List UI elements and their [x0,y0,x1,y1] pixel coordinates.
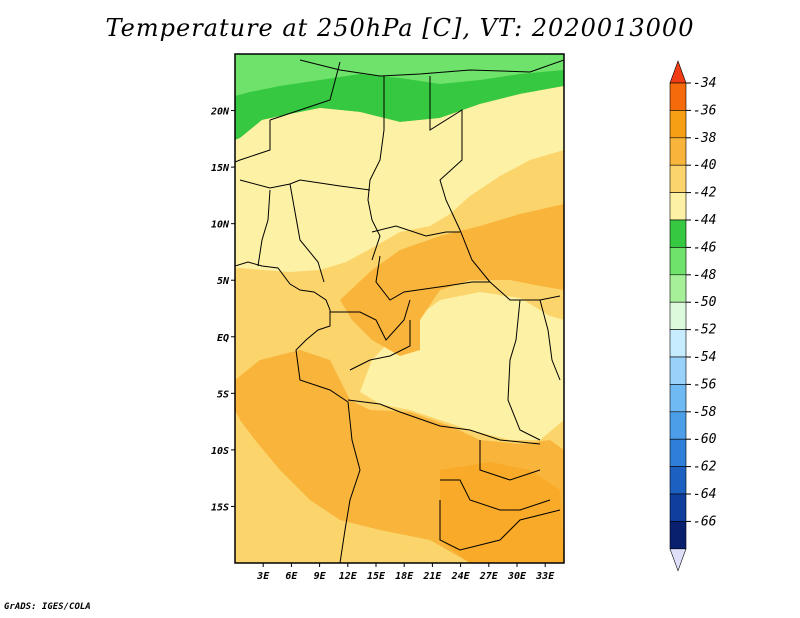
field-minus38-south [440,462,564,563]
lon-tick-label: 3E [256,571,270,582]
colorbar-label: -44 [693,213,716,228]
colorbar-swatch [669,192,687,221]
colorbar-label: -66 [693,514,717,529]
colorbar-label: -36 [693,103,717,118]
colorbar-label: -46 [693,240,717,255]
colorbar-swatch [669,274,687,303]
colorbar-label: -34 [693,76,716,91]
colorbar-swatch [669,329,687,358]
lat-tick-label: 5S [217,389,229,400]
colorbar-swatch [669,466,687,495]
colorbar-swatch [669,356,687,385]
colorbar-swatch [669,110,687,139]
lat-tick-label: 15S [211,502,229,513]
colorbar-label: -56 [693,377,717,392]
colorbar: -34 -36 -38 -40 -42 -44 -46 -48 -50 -52 -54 -56 -58 -… [669,60,717,572]
colorbar-label: -48 [693,268,717,283]
colorbar-swatch [669,247,687,276]
colorbar-label: -38 [693,131,717,146]
lon-tick-label: 33E [535,571,555,582]
colorbar-swatch [669,521,687,550]
colorbar-bottom-triangle [669,548,687,572]
colorbar-label: -58 [693,405,717,420]
latitude-axis: 20N 15N 10N 5N EQ 5S 10S 15S [210,107,235,513]
lon-tick-label: 18E [395,571,414,582]
colorbar-label: -40 [693,158,717,173]
lon-tick-label: 21E [422,571,442,582]
lon-tick-label: 27E [479,571,499,582]
colorbar-label: -60 [693,432,717,447]
colorbar-label: -64 [693,487,716,502]
colorbar-swatch [669,438,687,467]
map-title: Temperature at 250hPa [C], VT: 202001300… [105,14,695,42]
lat-tick-label: 20N [210,107,230,118]
colorbar-swatch [669,219,687,248]
colorbar-swatch [669,137,687,166]
longitude-axis: 3E 6E 9E 12E 15E 18E 21E 24E 27E 30E 33E [256,563,555,582]
lon-tick-label: 9E [314,571,327,582]
lon-tick-label: 24E [451,571,471,582]
field-minus38-central [340,204,564,356]
lat-tick-label: 10N [211,220,230,231]
colorbar-swatch [669,82,687,111]
colorbar-swatch [669,411,687,440]
colorbar-label: -54 [693,350,716,365]
colorbar-swatch [669,164,687,193]
colorbar-top-triangle [669,60,687,84]
colorbar-label: -42 [693,186,717,201]
country-borders [235,59,564,563]
colorbar-swatch [669,301,687,330]
lat-tick-label: EQ [217,333,229,344]
lat-tick-label: 10S [211,446,229,457]
map-frame [234,53,565,564]
lat-tick-label: 5N [217,276,230,287]
colorbar-label: -62 [693,460,717,475]
field-minus42-north [235,86,564,272]
colorbar-label: -50 [693,295,717,310]
field-minus40-south [235,520,470,563]
lon-tick-label: 15E [367,571,386,582]
colorbar-swatch [669,384,687,413]
colorbar-label: -52 [693,323,717,338]
colorbar-swatch [669,493,687,522]
lon-tick-label: 12E [339,571,358,582]
lon-tick-label: 30E [507,571,527,582]
lon-tick-label: 6E [285,571,298,582]
lat-tick-label: 15N [211,163,230,174]
grads-credit: GrADS: IGES/COLA [4,602,91,612]
